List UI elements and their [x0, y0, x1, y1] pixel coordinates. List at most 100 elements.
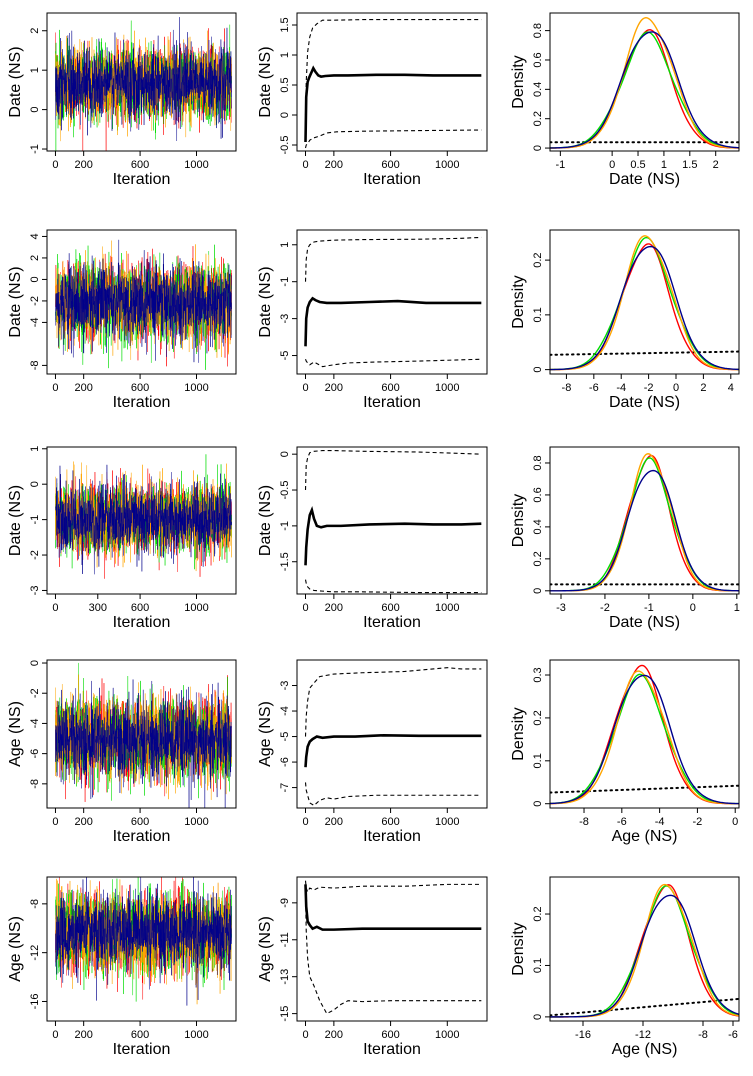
- row5-col3-frame: [549, 876, 740, 1022]
- row2-col1-x-tick-label: 200: [74, 382, 92, 394]
- row3-col3-y-tick-label: 0: [532, 588, 544, 594]
- row3-col2-x-tick-label: 0: [302, 602, 308, 614]
- row4-col2-running-bound-line-2: [304, 782, 482, 807]
- row4-col3-density-chain-2: [550, 673, 739, 805]
- row4-col1-y-axis-label: Age (NS): [7, 701, 24, 767]
- row1-col1-trace-chain-4: [55, 17, 232, 141]
- row3-col3-x-tick-label: -2: [600, 602, 610, 614]
- row4-col1-trace-chain-4: [55, 679, 232, 808]
- row5-col1-trace-chain-4: [55, 877, 232, 1006]
- row1-col1-frame: [46, 12, 237, 152]
- row5-col2-panel: 0 200 600 1000 -15 -13 -11 -9 Iteration Age (NS): [257, 876, 488, 1058]
- row4-col2-x-tick-label: 600: [381, 816, 399, 828]
- row5-col3-x-axis-label: Age (NS): [612, 1041, 678, 1058]
- row1-col1-x-tick-label: 1000: [184, 159, 208, 171]
- row4-col2-x-tick-label: 200: [325, 816, 343, 828]
- row3-col3-y-tick-label: 0.4: [532, 519, 544, 534]
- row5-col1-x-tick-label: 600: [131, 1029, 149, 1041]
- row4-col2-x-tick-label: 1000: [435, 816, 459, 828]
- row2-col3-x-tick-label: -2: [644, 382, 654, 394]
- row4-col1-y-tick-label: 0: [29, 660, 41, 666]
- row3-col1-y-tick-label: -2: [29, 550, 41, 560]
- row3-col1-plot-area: [55, 454, 232, 579]
- row3-col1-trace-chain-4: [55, 464, 232, 575]
- row2-col3-x-tick-label: 2: [700, 382, 706, 394]
- row4-col1-y-tick-label: -4: [29, 719, 41, 729]
- row3-col3-y-tick-label: 0.2: [532, 551, 544, 566]
- row3-col1-x-tick-label: 300: [89, 602, 107, 614]
- row1-col2-x-tick-label: 0: [302, 159, 308, 171]
- row1-col2-y-tick-label: 0.5: [279, 77, 291, 92]
- row4-col1-frame: [46, 659, 237, 809]
- row1-col2-y-tick-label: -0.5: [279, 136, 291, 155]
- row2-col3-x-tick-label: -8: [562, 382, 572, 394]
- row1-col1-y-axis-label: Date (NS): [7, 46, 24, 117]
- row5-col3-density-chain-1: [550, 884, 739, 1018]
- row3-col2-x-tick-label: 1000: [435, 602, 459, 614]
- row3-col2-y-tick-label: -1.5: [279, 552, 291, 571]
- row2-col2-panel: 0 200 600 1000 -5 -3 -1 1 Iteration Date (NS): [257, 229, 488, 411]
- row2-col2-y-tick-label: -3: [279, 314, 291, 324]
- row1-col2-y-axis-label: Date (NS): [257, 46, 274, 117]
- row1-col3-density-chain-3: [550, 17, 739, 149]
- row2-col3-x-axis-label: Date (NS): [609, 394, 680, 411]
- row2-col1-y-tick-label: 2: [29, 255, 41, 261]
- row4-col1-x-tick-label: 200: [74, 816, 92, 828]
- row5-col3-density-chain-4: [550, 894, 739, 1018]
- row5-col3-x-tick-label: -6: [728, 1029, 738, 1041]
- row3-col1-x-tick-label: 1000: [184, 602, 208, 614]
- row5-col1-y-axis-label: Age (NS): [7, 916, 24, 982]
- row5-col2-y-tick-label: -15: [279, 1006, 291, 1022]
- row1-col1-x-tick-label: 200: [74, 159, 92, 171]
- row2-col2-x-axis-label: Iteration: [363, 394, 421, 411]
- row5-col3-x-tick-label: -8: [698, 1029, 708, 1041]
- row4-col3-x-axis-label: Age (NS): [612, 828, 678, 845]
- row3-col3-x-tick-label: -3: [556, 602, 566, 614]
- row3-col1-y-tick-label: -3: [29, 586, 41, 596]
- row2-col3-x-tick-label: 4: [728, 382, 734, 394]
- row3-col1-panel: 0 300 600 1000 -3 -2 -1 0 1 Iteration Date (NS): [7, 446, 237, 631]
- row5-col2-running-mean-line: [304, 884, 482, 931]
- row4-col1-x-tick-label: 0: [52, 816, 58, 828]
- row5-col1-x-tick-label: 200: [74, 1029, 92, 1041]
- row1-col3-density-chain-2: [550, 31, 739, 149]
- row1-col3-density-chain-4: [550, 31, 739, 149]
- row1-col1-plot-area: [55, 17, 232, 151]
- row2-col2-frame: [296, 229, 488, 375]
- row1-col3-frame: [549, 12, 740, 152]
- row2-col3-x-tick-label: 0: [673, 382, 679, 394]
- row5-col1-frame: [46, 876, 237, 1022]
- row2-col2-y-tick-label: -5: [279, 351, 291, 361]
- row2-col3-plot-area: [550, 235, 739, 371]
- row4-col3-y-tick-label: 0: [532, 801, 544, 807]
- row4-col3-frame: [549, 659, 740, 809]
- row1-col2-running-bound-line-2: [304, 129, 482, 149]
- row3-col1-x-tick-label: 0: [52, 602, 58, 614]
- row2-col1-x-tick-label: 0: [52, 382, 58, 394]
- row5-col1-x-axis-label: Iteration: [113, 1041, 171, 1058]
- row5-col2-frame: [296, 876, 488, 1022]
- row1-col3-x-tick-label: 1.5: [682, 159, 697, 171]
- row2-col3-panel: -8 -6 -4 -2 0 2 4 0 0.1 0.2 Date (NS) Density: [510, 229, 740, 411]
- row4-col2-x-axis-label: Iteration: [363, 828, 421, 845]
- row3-col2-y-tick-label: 0: [279, 451, 291, 457]
- row4-col3-y-tick-label: 0.3: [532, 667, 544, 682]
- row1-col2-y-tick-label: 0: [279, 112, 291, 118]
- row5-col1-x-tick-label: 1000: [184, 1029, 208, 1041]
- row5-col1-plot-area: [55, 877, 232, 1006]
- row3-col2-x-tick-label: 600: [381, 602, 399, 614]
- row4-col3-density-chain-3: [550, 670, 739, 805]
- row4-col2-x-tick-label: 0: [302, 816, 308, 828]
- row4-col2-y-tick-label: -5: [279, 732, 291, 742]
- row5-col2-x-tick-label: 200: [325, 1029, 343, 1041]
- row2-col1-x-tick-label: 1000: [184, 382, 208, 394]
- row3-col3-density-chain-3: [550, 453, 739, 592]
- row5-col2-running-bound-line-2: [304, 893, 482, 1015]
- row3-col1-y-tick-label: 1: [29, 446, 41, 452]
- row4-col3-prior-density-line: [550, 784, 739, 794]
- row4-col3-y-tick-label: 0.2: [532, 710, 544, 725]
- row4-col3-x-tick-label: 0: [732, 816, 738, 828]
- row4-col2-running-bound-line-1: [304, 667, 482, 737]
- row4-col1-y-tick-label: -8: [29, 779, 41, 789]
- row4-col1-plot-area: [55, 662, 232, 808]
